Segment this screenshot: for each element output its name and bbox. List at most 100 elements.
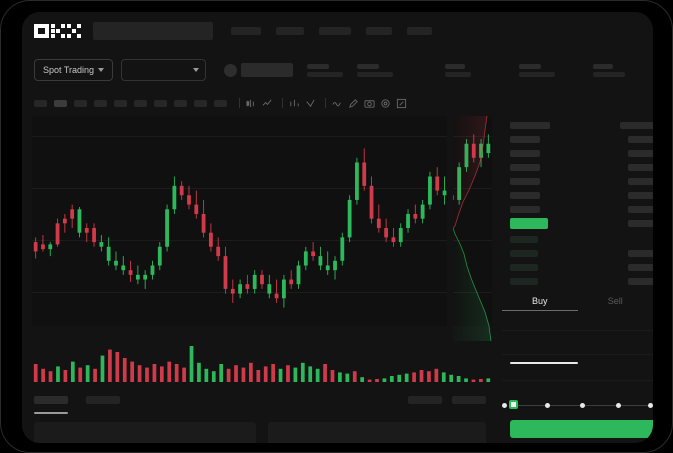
compare-icon[interactable] (304, 97, 317, 110)
orderbook-ask-row[interactable] (510, 150, 540, 157)
orderbook-ask-row[interactable] (510, 136, 540, 143)
order-form-divider (502, 380, 653, 381)
stat-low-24h (519, 63, 556, 77)
nav-item-1[interactable] (231, 27, 261, 35)
stat-last-price (307, 63, 344, 77)
orderbook-size-cell (628, 192, 653, 199)
global-search-input[interactable] (93, 22, 213, 40)
bottom-action-2[interactable] (452, 396, 486, 404)
timeframe-chip-6[interactable] (134, 99, 147, 107)
bottom-card-left[interactable] (34, 422, 256, 443)
stat-high-24h (445, 63, 472, 77)
orderbook-size-cell (628, 264, 653, 271)
logo-letter-k (51, 24, 65, 38)
orders-tab-indicator (34, 412, 68, 414)
stat-change-24h (357, 63, 394, 77)
candlestick-series (33, 134, 491, 308)
timeframe-chip-8[interactable] (174, 99, 187, 107)
top-navigation-bar (22, 12, 653, 50)
amount-slider-handle[interactable] (509, 400, 518, 409)
amount-slider-stop-100[interactable] (648, 403, 653, 408)
logo-letter-x (67, 24, 81, 38)
orderbook-bid-row[interactable] (510, 236, 538, 243)
orderbook-size-cell (628, 278, 653, 285)
chart-toolbar (22, 92, 653, 114)
nav-item-5[interactable] (407, 27, 432, 35)
orderbook-active-price-row[interactable] (510, 218, 548, 229)
timeframe-chip-9[interactable] (194, 99, 207, 107)
bottom-tab-order-history[interactable] (86, 396, 120, 404)
bottom-action-1[interactable] (408, 396, 442, 404)
camera-icon[interactable] (363, 97, 376, 110)
line-chart-icon[interactable] (261, 97, 274, 110)
volume-series (33, 346, 491, 382)
amount-slider-stop-50[interactable] (580, 403, 585, 408)
amount-slider-stop-75[interactable] (616, 403, 621, 408)
orderbook-size-cell (628, 150, 653, 157)
orderbook-bid-row[interactable] (510, 250, 538, 257)
trading-pair-select[interactable] (121, 59, 207, 81)
trading-mode-label: Spot Trading (43, 65, 95, 75)
wave-icon[interactable] (331, 97, 344, 110)
orderbook-size-cell (620, 122, 653, 129)
orderbook-bid-row[interactable] (510, 264, 538, 271)
timeframe-chip-1[interactable] (34, 99, 47, 107)
toolbar-divider (325, 98, 326, 108)
timeframe-chip-10[interactable] (214, 99, 227, 107)
buy-sell-tab-indicator (502, 310, 578, 311)
orderbook-size-cell (628, 250, 653, 257)
price-chart[interactable] (32, 116, 492, 326)
buy-sell-tabs: Buy Sell (502, 290, 653, 312)
nav-item-2[interactable] (276, 27, 304, 35)
stat-volume-24h (593, 63, 626, 77)
bottom-tab-open-orders[interactable] (34, 396, 68, 404)
toolbar-divider (282, 98, 283, 108)
orderbook[interactable] (502, 114, 653, 304)
orders-panel-actions (408, 396, 486, 404)
orderbook-size-cell (628, 136, 653, 143)
nav-item-4[interactable] (366, 27, 392, 35)
okx-logo[interactable] (34, 24, 81, 38)
timeframe-chip-7[interactable] (154, 99, 167, 107)
orders-panel-tabs (34, 396, 120, 404)
orderbook-ask-row[interactable] (510, 206, 540, 213)
toolbar-divider (239, 98, 240, 108)
candlestick-icon[interactable] (245, 97, 258, 110)
order-form-divider (502, 330, 653, 331)
timeframe-chip-2[interactable] (54, 99, 67, 107)
orderbook-ask-row[interactable] (510, 178, 540, 185)
fullscreen-icon[interactable] (395, 97, 408, 110)
tab-buy[interactable]: Buy (531, 296, 548, 306)
orderbook-size-cell (628, 164, 653, 171)
trade-panel: Buy Sell (502, 92, 653, 443)
nav-item-3[interactable] (319, 27, 351, 35)
tab-sell[interactable]: Sell (607, 296, 623, 306)
amount-slider-stop-25[interactable] (545, 403, 550, 408)
settings-icon[interactable] (379, 97, 392, 110)
chevron-down-icon (193, 68, 200, 72)
pair-name-label (241, 63, 294, 77)
orderbook-scrollbar[interactable] (510, 362, 578, 364)
indicator-icon[interactable] (288, 97, 301, 110)
order-form-divider (502, 354, 653, 355)
bottom-card-right[interactable] (268, 422, 486, 443)
timeframe-chip-3[interactable] (74, 99, 87, 107)
logo-letter-o (34, 24, 49, 38)
submit-buy-button[interactable] (510, 420, 653, 438)
orderbook-size-cell (628, 178, 653, 185)
orderbook-bid-row[interactable] (510, 278, 538, 285)
orders-panel (22, 388, 502, 443)
orderbook-ask-row[interactable] (510, 164, 540, 171)
amount-slider-stop-50[interactable] (502, 403, 507, 408)
chevron-down-icon (98, 68, 105, 72)
market-header-bar: Spot Trading (22, 50, 653, 90)
timeframe-chip-4[interactable] (94, 99, 107, 107)
orderbook-ask-row[interactable] (510, 122, 550, 129)
timeframe-chip-5[interactable] (114, 99, 127, 107)
orderbook-ask-row[interactable] (510, 192, 540, 199)
trading-mode-select[interactable]: Spot Trading (34, 59, 114, 81)
coin-avatar (224, 63, 238, 77)
orderbook-size-cell (628, 206, 653, 213)
pencil-icon[interactable] (347, 97, 360, 110)
